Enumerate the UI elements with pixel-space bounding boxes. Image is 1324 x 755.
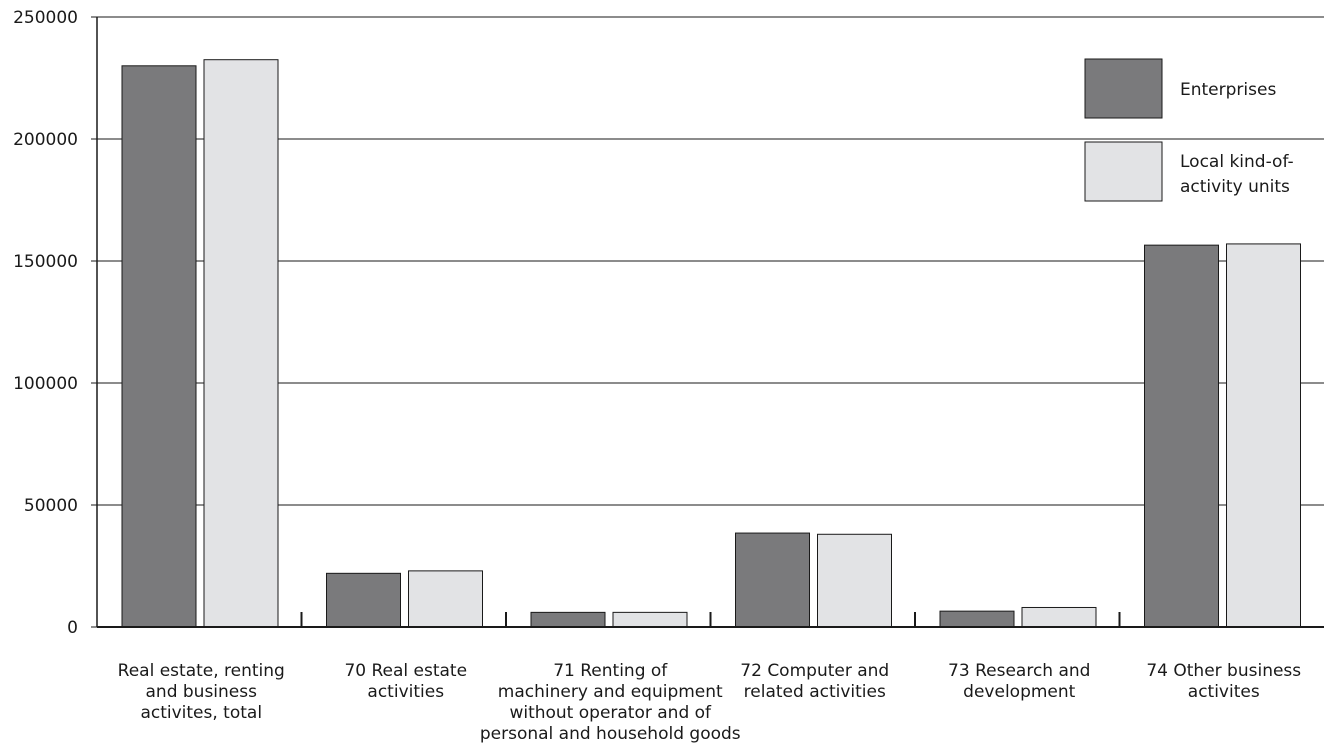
y-tick-label: 250000 (13, 8, 78, 28)
category-label: 73 Research and development (948, 661, 1090, 702)
category-label-line: without operator and of (509, 703, 712, 723)
category-label: 70 Real estate activities (344, 661, 467, 702)
y-tick-label: 200000 (13, 130, 78, 150)
category-label-line: personal and household goods (480, 724, 741, 744)
bar-enterprises (1144, 244, 1219, 628)
category-label-line: machinery and equipment (498, 682, 723, 702)
y-tick-label: 0 (67, 618, 78, 638)
bar-local-units (817, 533, 892, 628)
category-label-line: 73 Research and (948, 661, 1090, 681)
category-label-line: 72 Computer and (740, 661, 889, 681)
bar-enterprises (326, 572, 401, 628)
bar-local-units (1021, 606, 1097, 628)
legend-swatch (1084, 141, 1163, 202)
category-label-line: development (963, 682, 1075, 702)
bar-enterprises (530, 611, 606, 628)
y-tick-label: 50000 (24, 496, 78, 516)
bar-local-units (1226, 243, 1301, 628)
legend-swatch (1084, 58, 1163, 119)
y-tick-label: 150000 (13, 252, 78, 272)
category-label-line: activites (1188, 682, 1260, 702)
bar-local-units (612, 611, 688, 628)
category-labels: Real estate, renting and business activite… (118, 661, 1302, 744)
category-label: Real estate, renting and business activite… (118, 661, 285, 723)
category-label-line: activites, total (140, 703, 262, 723)
category-label-line: Real estate, renting (118, 661, 285, 681)
category-label-line: 71 Renting of (553, 661, 668, 681)
legend-label: activity units (1180, 177, 1290, 197)
y-tick-labels: 0 50000 100000 150000 200000 250000 (13, 8, 78, 638)
category-label: 72 Computer and related activities (740, 661, 889, 702)
legend-label: Local kind-of- (1180, 152, 1294, 172)
bar-enterprises (735, 532, 810, 628)
category-label-line: 74 Other business (1146, 661, 1301, 681)
category-label-line: activities (367, 682, 444, 702)
category-label-line: related activities (744, 682, 886, 702)
bar-enterprises (939, 610, 1015, 628)
bar-enterprises (121, 65, 197, 628)
y-tick-label: 100000 (13, 374, 78, 394)
axes (91, 16, 1324, 628)
legend-label: Enterprises (1180, 80, 1276, 100)
category-label-line: and business (146, 682, 258, 702)
bar-local-units (408, 570, 483, 628)
category-label-line: 70 Real estate (344, 661, 467, 681)
bars (121, 59, 1301, 628)
bar-local-units (203, 59, 279, 628)
category-label: 71 Renting of machinery and equipment with… (480, 661, 741, 744)
legend: Enterprises Local kind-of-activity units (1084, 58, 1294, 202)
gridlines (97, 16, 1324, 506)
category-label: 74 Other business activites (1146, 661, 1301, 702)
